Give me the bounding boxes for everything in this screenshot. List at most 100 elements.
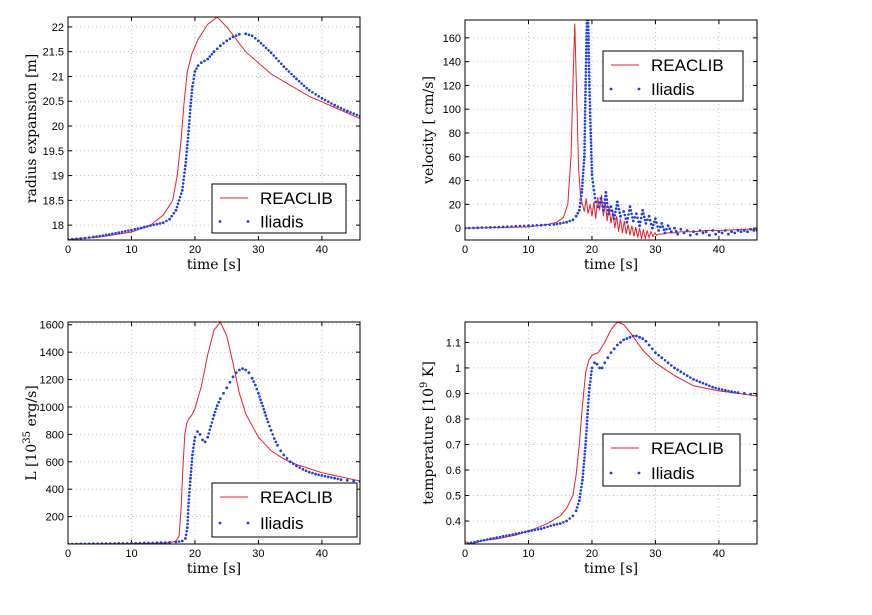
- data-point: [723, 229, 727, 232]
- data-point: [108, 233, 111, 236]
- data-point: [585, 429, 588, 433]
- data-point: [615, 200, 619, 204]
- data-point: [189, 101, 193, 105]
- data-point: [130, 541, 133, 544]
- data-point: [290, 72, 293, 76]
- data-point: [606, 205, 609, 208]
- data-point: [733, 390, 737, 394]
- data-point: [580, 194, 583, 198]
- legend: REACLIB Iliadis: [211, 183, 347, 234]
- data-point: [692, 378, 695, 381]
- data-point: [262, 407, 266, 411]
- data-point: [587, 74, 591, 77]
- data-point: [320, 96, 324, 100]
- data-point: [582, 469, 585, 472]
- data-point: [648, 218, 652, 222]
- data-point: [588, 97, 592, 101]
- data-point: [255, 387, 259, 391]
- plot-frame: [464, 19, 758, 241]
- y-tick-label: 19: [52, 171, 64, 183]
- data-point: [615, 343, 619, 347]
- data-point: [305, 86, 309, 90]
- data-point: [176, 202, 180, 205]
- data-point: [584, 74, 588, 77]
- data-point: [584, 61, 588, 64]
- data-point: [265, 417, 269, 421]
- data-point: [588, 94, 591, 97]
- data-point: [188, 484, 192, 487]
- data-point: [114, 231, 117, 235]
- data-point: [593, 196, 597, 200]
- data-point: [543, 526, 546, 529]
- data-point: [546, 525, 549, 529]
- data-point: [191, 453, 194, 457]
- data-point: [695, 232, 699, 236]
- data-point: [250, 34, 254, 38]
- data-point: [588, 84, 591, 87]
- data-point: [586, 412, 589, 416]
- data-point: [146, 225, 149, 228]
- data-point: [274, 440, 278, 444]
- data-point: [736, 229, 740, 232]
- data-point: [186, 519, 189, 522]
- data-point: [584, 443, 587, 446]
- data-point: [631, 219, 635, 223]
- legend-label-reaclib: REACLIB: [651, 56, 724, 75]
- data-point: [165, 219, 168, 223]
- data-point: [577, 208, 581, 212]
- data-point: [590, 160, 593, 164]
- data-point: [668, 227, 671, 230]
- data-point: [185, 150, 188, 154]
- data-point: [199, 61, 203, 64]
- legend-label-reaclib: REACLIB: [260, 189, 333, 208]
- data-point: [727, 389, 730, 393]
- y-axis-label: temperature [109 K]: [419, 361, 437, 505]
- data-point: [605, 198, 609, 201]
- data-point: [582, 158, 586, 162]
- data-point: [590, 154, 593, 157]
- data-point: [588, 107, 592, 111]
- y-tick-label: 21: [52, 71, 64, 83]
- data-point: [746, 230, 749, 234]
- data-point: [643, 218, 647, 222]
- x-tick-label: 40: [713, 548, 725, 560]
- data-point: [470, 541, 473, 544]
- data-point: [206, 435, 210, 439]
- x-tick-label: 0: [65, 244, 71, 256]
- data-point: [590, 170, 594, 173]
- data-point: [104, 233, 108, 237]
- data-point: [336, 477, 340, 481]
- data-point: [524, 530, 527, 534]
- data-point: [317, 95, 321, 98]
- x-tick-label: 10: [125, 548, 137, 560]
- x-tick-label: 40: [316, 548, 328, 560]
- data-point: [584, 54, 588, 58]
- data-point: [562, 221, 565, 225]
- data-point: [555, 522, 559, 526]
- data-point: [605, 201, 609, 205]
- y-tick-label: 0.9: [446, 388, 461, 400]
- data-point: [589, 128, 592, 131]
- data-point: [333, 476, 336, 480]
- legend-swatch-dot: [609, 471, 613, 475]
- data-point: [558, 222, 562, 225]
- data-point: [612, 347, 616, 351]
- data-point: [120, 230, 124, 234]
- data-point: [336, 105, 340, 108]
- data-point: [179, 192, 183, 195]
- data-point: [584, 446, 587, 450]
- legend-box: [602, 433, 741, 487]
- data-point: [345, 478, 349, 482]
- data-point: [587, 390, 591, 394]
- data-point: [583, 113, 587, 116]
- data-point: [614, 210, 617, 214]
- y-axis-label: L [1035 erg/s]: [22, 385, 40, 481]
- data-point: [186, 143, 189, 147]
- data-point: [665, 228, 668, 231]
- data-point: [530, 529, 533, 532]
- data-point: [638, 335, 641, 339]
- data-point: [276, 443, 279, 447]
- data-point: [190, 91, 194, 95]
- data-point: [184, 533, 188, 537]
- data-point: [593, 361, 596, 365]
